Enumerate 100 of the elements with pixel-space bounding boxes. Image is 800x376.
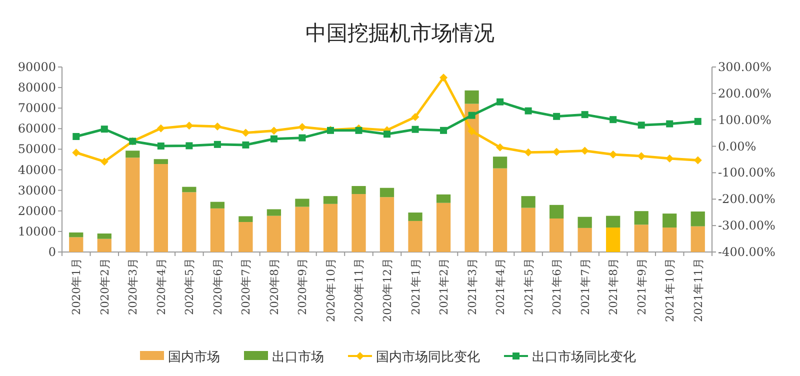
bar — [492, 156, 508, 168]
point — [100, 126, 108, 133]
bar — [295, 206, 310, 252]
point — [214, 140, 221, 148]
bar — [550, 204, 564, 218]
legend-label: 国内市场同比变化 — [376, 350, 480, 365]
bar — [69, 237, 84, 252]
y2-tick-label: -300.00% — [718, 218, 776, 233]
y-tick-label: 40000 — [18, 162, 56, 177]
point — [242, 141, 250, 148]
x-tick-label: 2021年2月 — [438, 258, 451, 315]
title: 中国挖掘机市场情况 — [306, 21, 494, 45]
x-tick-label: 2021年4月 — [494, 258, 508, 315]
bar — [69, 232, 84, 238]
bar — [578, 228, 592, 252]
point — [524, 107, 532, 114]
y-tick-label: 0 — [48, 245, 56, 259]
bar — [238, 216, 253, 222]
y2-tick-label: -100.00% — [718, 166, 776, 180]
bar — [662, 214, 677, 228]
x-tick-label: 2021年1月 — [409, 258, 422, 315]
y-tick-label: 70000 — [18, 101, 56, 116]
bar — [238, 222, 253, 252]
point — [496, 98, 504, 106]
bar — [380, 188, 394, 198]
x-tick-label: 2021年7月 — [578, 258, 592, 315]
legend-label: 出口市场 — [272, 350, 324, 365]
y-tick-label: 80000 — [18, 80, 56, 95]
bar — [154, 159, 168, 164]
x-tick-label: 2020年9月 — [296, 258, 310, 315]
point — [440, 74, 448, 82]
point — [581, 111, 588, 118]
x-tick-label: 2020年8月 — [268, 258, 281, 315]
point — [637, 152, 646, 160]
bar — [578, 216, 592, 228]
point — [440, 126, 448, 134]
bar — [266, 216, 282, 252]
x-tick-label: 2020年3月 — [126, 258, 140, 315]
x-tick-label: 2021年9月 — [635, 258, 648, 315]
y-tick-label: 10000 — [18, 224, 56, 238]
point — [298, 122, 306, 131]
x-tick-label: 2021年11月 — [692, 258, 705, 322]
point — [411, 112, 420, 121]
point — [638, 122, 645, 129]
point — [384, 130, 390, 138]
point — [355, 126, 362, 134]
x-tick-label: 2020年2月 — [98, 258, 112, 315]
x-tick-label: 2020年1月 — [70, 258, 84, 315]
bar — [323, 204, 338, 252]
point — [496, 143, 504, 152]
bar — [210, 208, 224, 252]
bar — [464, 104, 479, 252]
bar — [606, 216, 620, 228]
x-tick-label: 2020年4月 — [154, 258, 168, 315]
bar — [408, 212, 422, 221]
x-tick-label: 2021年8月 — [607, 258, 620, 315]
legend-label: 国内市场 — [168, 350, 220, 365]
y-tick-label: 90000 — [18, 60, 56, 74]
point — [412, 126, 419, 133]
x-tick-label: 2020年5月 — [183, 258, 196, 315]
point — [72, 133, 80, 140]
point — [242, 128, 250, 137]
bar — [323, 196, 338, 204]
y2-tick-label: 300.00% — [718, 60, 772, 74]
point — [72, 148, 80, 157]
x-tick-label: 2021年6月 — [550, 258, 564, 315]
y2-tick-label: 200.00% — [718, 86, 772, 100]
bar — [521, 196, 536, 208]
point — [694, 156, 702, 164]
bar — [634, 224, 648, 252]
bar — [126, 150, 140, 158]
point — [270, 126, 278, 135]
bar — [408, 220, 422, 252]
point — [157, 142, 164, 150]
bar — [492, 168, 508, 252]
x-tick-label: 2020年11月 — [352, 258, 366, 322]
bar — [464, 90, 479, 104]
point — [610, 116, 617, 124]
point — [553, 112, 560, 120]
x-tick-label: 2021年5月 — [522, 258, 536, 315]
bar — [380, 197, 394, 252]
bar — [550, 218, 564, 252]
bar — [97, 234, 112, 239]
bar — [690, 212, 705, 226]
y-tick-label: 60000 — [18, 122, 56, 136]
bar — [154, 164, 168, 252]
point — [524, 148, 532, 156]
bar — [182, 192, 196, 252]
bar — [266, 209, 282, 216]
y2-tick-label: -200.00% — [718, 192, 776, 206]
bar — [295, 198, 310, 207]
x-tick-label: 2021年3月 — [466, 258, 479, 315]
y-tick-label: 30000 — [18, 183, 56, 198]
x-tick-label: 2020年10月 — [324, 258, 338, 322]
point — [100, 158, 108, 166]
y2-tick-label: -400.00% — [718, 245, 776, 259]
bar — [690, 226, 705, 252]
bar — [97, 238, 112, 252]
bar — [662, 228, 677, 252]
point — [156, 124, 165, 132]
